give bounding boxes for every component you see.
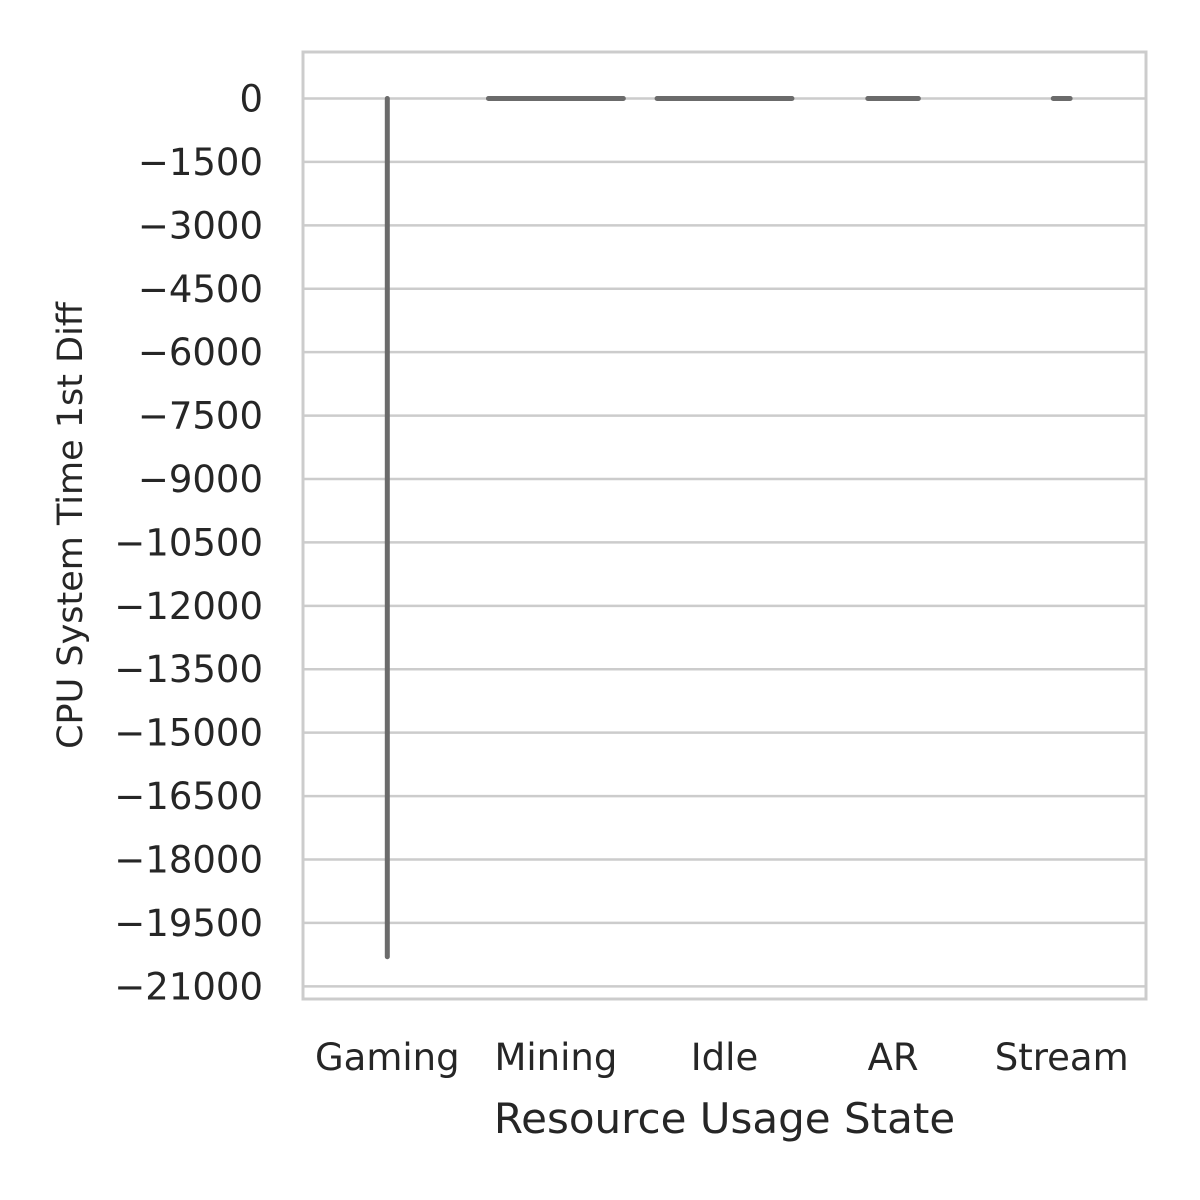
y-tick-label: −3000 — [138, 204, 263, 247]
violins — [384, 96, 1073, 960]
y-tick-label: −6000 — [138, 331, 263, 374]
grid-lines — [303, 97, 1146, 988]
y-tick-label: −10500 — [114, 521, 263, 564]
x-tick-label-idle: Idle — [691, 1036, 758, 1079]
y-tick-label: −13500 — [114, 648, 263, 691]
x-tick-label-stream: Stream — [995, 1036, 1129, 1079]
y-tick-label: −21000 — [114, 965, 263, 1008]
y-tick-label: −1500 — [138, 141, 263, 184]
y-tick-label: 0 — [239, 78, 263, 121]
y-tick-label: −15000 — [114, 712, 263, 755]
plot-frame — [301, 50, 1148, 1001]
y-tick-label: −7500 — [138, 395, 263, 438]
y-axis-title: CPU System Time 1st Diff — [51, 301, 91, 749]
x-tick-label-ar: AR — [868, 1036, 919, 1079]
y-tick-label: −12000 — [114, 585, 263, 628]
x-tick-label-gaming: Gaming — [315, 1036, 460, 1079]
y-tick-label: −19500 — [114, 902, 263, 945]
x-tick-label-mining: Mining — [494, 1036, 617, 1079]
y-tick-labels: 0 −1500 −3000 −4500 −6000 −7500 −9000 −10500 −12… — [114, 78, 263, 1009]
y-tick-label: −16500 — [114, 775, 263, 818]
x-axis-title: Resource Usage State — [494, 1094, 955, 1143]
y-tick-label: −4500 — [138, 268, 263, 311]
y-tick-label: −9000 — [138, 458, 263, 501]
x-tick-labels: Gaming Mining Idle AR Stream — [315, 1036, 1129, 1079]
y-tick-label: −18000 — [114, 838, 263, 881]
